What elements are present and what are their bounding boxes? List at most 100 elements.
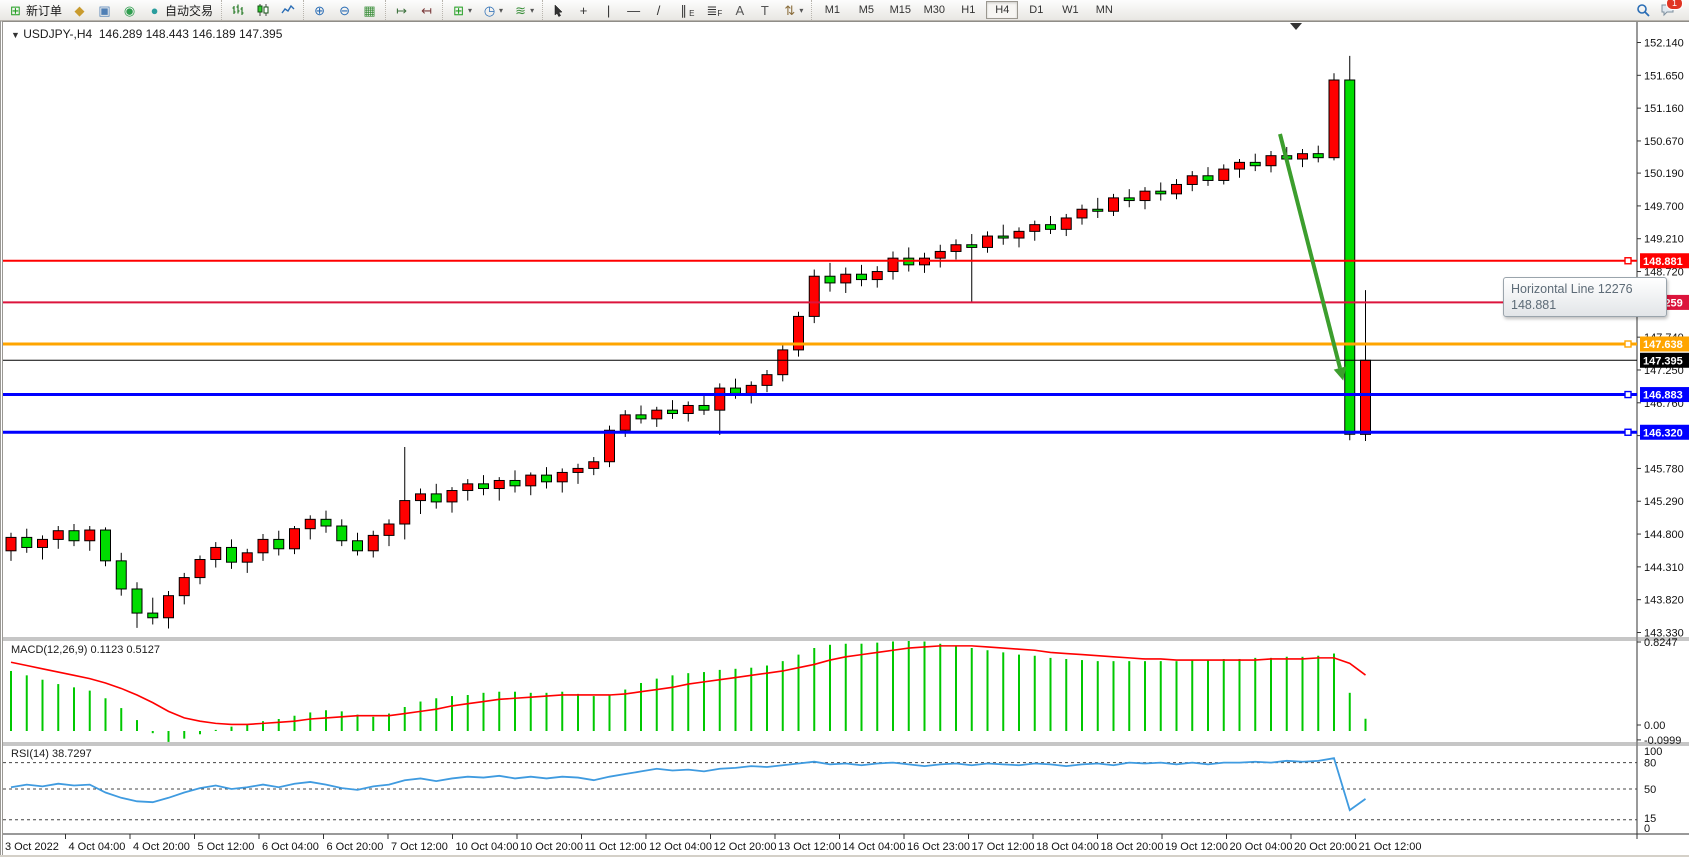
new-chart-button[interactable]: ⊞ ▾ [447, 0, 476, 20]
timeframe-m15-button[interactable]: M15 [889, 4, 912, 16]
text-button[interactable]: A [728, 0, 751, 20]
price-tick-label: 151.650 [1644, 70, 1684, 82]
time-tick-label: 12 Oct 20:00 [714, 841, 777, 853]
time-tick-label: 11 Oct 12:00 [585, 841, 647, 853]
fibonacci-icon: ≣ [706, 2, 718, 18]
candle-body [352, 540, 363, 552]
cursor-button[interactable] [547, 0, 570, 20]
timeframe-m5-button[interactable]: M5 [858, 4, 874, 16]
price-tick-label: 152.140 [1644, 38, 1684, 50]
search-icon [1635, 3, 1650, 18]
trend-arrow-head[interactable] [1333, 366, 1347, 381]
price-tick-label: 143.330 [1644, 628, 1684, 640]
chart-window[interactable]: 152.140 151.650 151.160 150.670 150.190 149.7… [0, 21, 1689, 856]
candle-body [289, 528, 300, 550]
indicators-button[interactable]: ≋ ▾ [509, 0, 538, 20]
timeframe-m1-button[interactable]: M1 [824, 4, 840, 16]
fibonacci-button[interactable]: ≣ F [700, 0, 726, 20]
trend-arrow-object[interactable] [1278, 133, 1342, 369]
zoom-in-button[interactable]: ⊕ [308, 0, 331, 20]
zoom-out-button[interactable]: ⊖ [333, 0, 356, 20]
auto-scroll-button[interactable]: ↦ [390, 0, 413, 20]
signals-icon: ◉ [123, 2, 136, 18]
eraser-button[interactable]: ◆ [68, 0, 91, 20]
notifications-button[interactable]: 1 [1656, 0, 1683, 20]
new-order-icon: ⊞ [10, 2, 21, 18]
tile-windows-button[interactable]: ▦ [358, 0, 381, 20]
window-bottom-edge [0, 855, 1689, 857]
chevron-down-icon[interactable]: ▾ [499, 5, 504, 15]
vertical-line-icon: | [606, 2, 611, 18]
candle-body [163, 595, 174, 619]
timeframe-m30-button[interactable]: M30 [923, 4, 946, 16]
text-label-button[interactable]: T [753, 0, 776, 20]
timeframe-h1-button[interactable]: H1 [961, 4, 976, 16]
time-tick-label: 19 Oct 12:00 [1165, 841, 1228, 853]
chevron-down-icon[interactable]: ▾ [468, 5, 473, 15]
autotrade-button[interactable]: ● 自动交易 [143, 0, 217, 20]
timeframe-d1-button[interactable]: D1 [1029, 4, 1044, 16]
candle-body [1155, 190, 1167, 195]
candlestick-button[interactable] [251, 0, 274, 20]
candle-body [493, 479, 505, 490]
line-drag-handle[interactable] [1624, 257, 1632, 265]
candle-body [950, 244, 962, 252]
candle-body [525, 474, 537, 487]
candle-body [37, 538, 48, 548]
crosshair-button[interactable]: + [572, 0, 595, 20]
price-marker-box [1640, 387, 1689, 403]
candle-body [399, 500, 411, 525]
chevron-down-icon[interactable]: ▾ [530, 5, 535, 15]
text-icon: A [735, 2, 745, 18]
channel-button-sub-label: E [689, 8, 695, 18]
time-tick-label: 10 Oct 04:00 [456, 841, 519, 853]
line-drag-handle[interactable] [1624, 340, 1632, 348]
one-click-expand-icon[interactable]: ▼ [11, 30, 20, 40]
line-chart-button[interactable] [276, 0, 299, 20]
candlestick-icon [255, 3, 270, 18]
time-tick-label: 18 Oct 04:00 [1036, 841, 1099, 853]
channel-button[interactable]: ∥ E [672, 0, 698, 20]
bar-chart-button[interactable] [226, 0, 249, 20]
price-tick-label: 149.700 [1644, 201, 1684, 213]
line-drag-handle[interactable] [1624, 428, 1632, 436]
candle-body [604, 429, 615, 463]
candle-body [1297, 153, 1308, 160]
timeframe-w1-button[interactable]: W1 [1062, 4, 1079, 16]
signals-button[interactable]: ◉ [118, 0, 141, 20]
tooltip-object-value: 148.881 [1511, 298, 1557, 312]
toolbar-group-scroll: ↦ ↤ [385, 0, 442, 20]
candle-body [415, 493, 426, 502]
hline-button[interactable]: — [622, 0, 645, 20]
rsi-axis-label: 0 [1644, 823, 1650, 835]
trendline-icon: / [656, 2, 661, 18]
candle-body [651, 409, 663, 420]
time-tick-label: 6 Oct 04:00 [262, 841, 319, 853]
candle-body [383, 523, 395, 536]
candle-body [304, 518, 316, 530]
rsi-axis-label: 15 [1644, 813, 1656, 825]
candle-body [808, 275, 820, 317]
candle-body [210, 546, 222, 561]
line-drag-handle[interactable] [1624, 390, 1632, 399]
candle-body [824, 275, 836, 284]
chart-shift-marker[interactable] [1290, 23, 1302, 30]
timeframe-mn-button[interactable]: MN [1095, 4, 1113, 16]
upload-chart-button[interactable]: ▣ [93, 0, 116, 20]
periods-button[interactable]: ◷ ▾ [478, 0, 507, 20]
new-order-button[interactable]: ⊞ 新订单 [4, 0, 66, 20]
candle-body [856, 273, 867, 281]
arrow-objects-button[interactable]: ⇅ ▾ [778, 0, 807, 20]
search-button[interactable] [1631, 0, 1654, 20]
chevron-down-icon[interactable]: ▾ [799, 5, 804, 15]
candle-body [619, 414, 631, 431]
trendline-button[interactable]: / [647, 0, 670, 20]
timeframe-h4-button[interactable]: H4 [986, 1, 1019, 19]
candle-body [730, 387, 741, 394]
time-tick-label: 21 Oct 12:00 [1359, 841, 1422, 853]
chart-canvas[interactable]: 152.140 151.650 151.160 150.670 150.190 149.7… [3, 22, 1689, 855]
chart-shift-button[interactable]: ↤ [415, 0, 438, 20]
vline-button[interactable]: | [597, 0, 620, 20]
candle-body [1045, 224, 1056, 230]
candle-body [430, 493, 442, 503]
